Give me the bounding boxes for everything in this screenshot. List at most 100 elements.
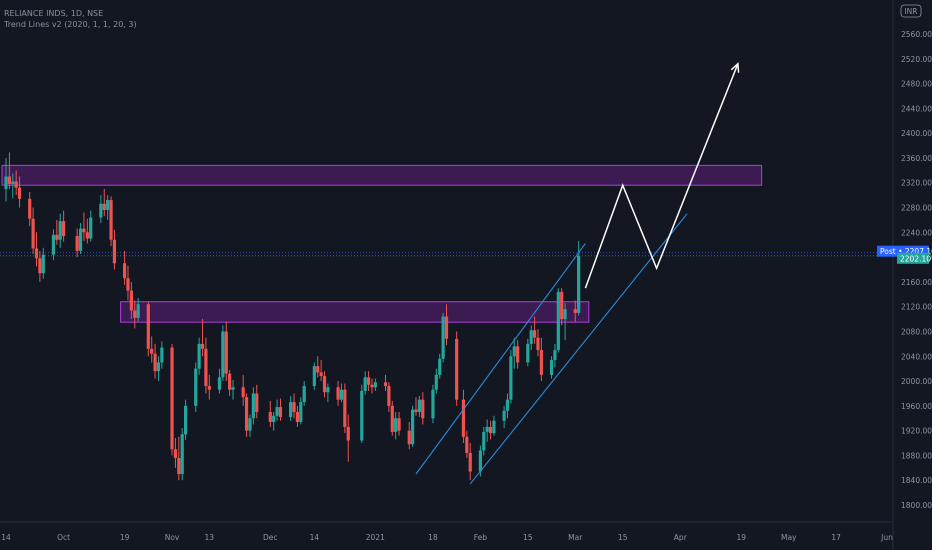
currency-label: INR bbox=[904, 7, 917, 16]
candle-body bbox=[51, 234, 56, 255]
candle-body bbox=[502, 410, 506, 421]
candle-body bbox=[275, 407, 279, 416]
candle-body bbox=[129, 290, 133, 311]
y-tick-label: 1920.00 bbox=[901, 427, 932, 436]
candle-body bbox=[156, 362, 161, 372]
candle-body bbox=[488, 426, 493, 434]
candle-body bbox=[455, 338, 459, 400]
candle-body bbox=[577, 255, 581, 313]
candle-body bbox=[268, 412, 272, 422]
candle-body bbox=[289, 402, 293, 417]
x-tick-label: 15 bbox=[523, 533, 533, 542]
candle-body bbox=[516, 346, 520, 363]
candle-body bbox=[200, 343, 205, 349]
y-tick-label: 2320.00 bbox=[901, 179, 932, 188]
candle-body bbox=[438, 358, 442, 375]
candle-body bbox=[390, 405, 394, 432]
candle-body bbox=[553, 350, 557, 360]
candle-body bbox=[11, 181, 15, 184]
y-tick-label: 2480.00 bbox=[901, 80, 932, 89]
currency-badge bbox=[900, 4, 922, 18]
candle-body bbox=[394, 418, 398, 432]
candle-body bbox=[55, 234, 59, 240]
x-tick-label: 15 bbox=[618, 533, 628, 542]
candle-body bbox=[549, 359, 554, 375]
y-tick-label: 2560.00 bbox=[901, 30, 932, 39]
candle-body bbox=[38, 258, 42, 274]
post-price-label: Post • 2207.10 bbox=[880, 247, 932, 256]
candle-body bbox=[251, 393, 255, 419]
candle-body bbox=[339, 389, 344, 400]
candle-body bbox=[302, 386, 306, 403]
candle-body bbox=[170, 347, 174, 450]
candle-body bbox=[78, 228, 83, 251]
candle-body bbox=[421, 399, 425, 419]
candle-body bbox=[526, 343, 530, 363]
candle-body bbox=[224, 331, 228, 374]
candle-body bbox=[31, 218, 35, 249]
candle-body bbox=[102, 203, 106, 211]
candle-body bbox=[177, 457, 181, 475]
candle-body bbox=[133, 310, 137, 318]
y-tick-label: 1840.00 bbox=[901, 476, 932, 485]
supply-zone-2 bbox=[120, 301, 590, 323]
candle-body bbox=[560, 291, 564, 320]
candle-body bbox=[370, 384, 374, 388]
candle-body bbox=[122, 263, 127, 279]
candle-body bbox=[244, 397, 249, 431]
candle-body bbox=[160, 347, 164, 363]
candle-body bbox=[150, 348, 154, 354]
channel-line-1 bbox=[415, 243, 586, 475]
candle-body bbox=[414, 409, 418, 413]
candle-body bbox=[221, 331, 225, 378]
y-tick-label: 2280.00 bbox=[901, 204, 932, 213]
candle-body bbox=[336, 387, 340, 400]
candle-body bbox=[397, 418, 401, 431]
candle-body bbox=[278, 407, 283, 417]
candle-body bbox=[312, 366, 316, 387]
candle-body bbox=[173, 449, 178, 458]
candle-body bbox=[231, 387, 235, 390]
candle-body bbox=[248, 418, 252, 431]
y-tick-label: 2360.00 bbox=[901, 154, 932, 163]
projection-arrowhead bbox=[730, 62, 740, 73]
candle-body bbox=[387, 386, 391, 406]
candle-body bbox=[505, 399, 510, 411]
x-tick-label: 18 bbox=[428, 533, 438, 542]
candle-body bbox=[106, 200, 110, 211]
candle-body bbox=[17, 187, 22, 199]
x-tick-label: Apr bbox=[674, 533, 688, 542]
candle-body bbox=[75, 236, 79, 251]
x-tick-label: 2021 bbox=[366, 533, 385, 542]
candle-body bbox=[431, 389, 435, 419]
candle-body bbox=[383, 382, 388, 387]
x-tick-label: 19 bbox=[120, 533, 130, 542]
post-price-badge bbox=[877, 245, 929, 257]
y-tick-label: 2400.00 bbox=[901, 129, 932, 138]
x-tick-label: 14 bbox=[310, 533, 320, 542]
candle-body bbox=[58, 221, 62, 240]
candle-body bbox=[346, 426, 350, 441]
y-tick-label: 2160.00 bbox=[901, 278, 932, 287]
candle-body bbox=[197, 343, 201, 369]
candle-body bbox=[366, 377, 371, 385]
y-tick-label: 1800.00 bbox=[901, 501, 932, 510]
candle-body bbox=[153, 353, 157, 372]
candle-body bbox=[529, 330, 533, 344]
candle-body bbox=[434, 374, 438, 390]
candle-body bbox=[207, 386, 211, 390]
candle-body bbox=[295, 412, 300, 422]
candle-body bbox=[556, 291, 560, 351]
candle-body bbox=[468, 452, 472, 472]
x-tick-label: May bbox=[781, 533, 797, 542]
candle-body bbox=[373, 382, 377, 388]
candle-body bbox=[62, 221, 66, 237]
candle-body bbox=[441, 316, 445, 359]
y-tick-label: 2240.00 bbox=[901, 228, 932, 237]
candle-body bbox=[146, 304, 150, 349]
x-tick-label: 17 bbox=[831, 533, 841, 542]
candle-body bbox=[465, 436, 469, 453]
candle-body bbox=[34, 248, 39, 259]
